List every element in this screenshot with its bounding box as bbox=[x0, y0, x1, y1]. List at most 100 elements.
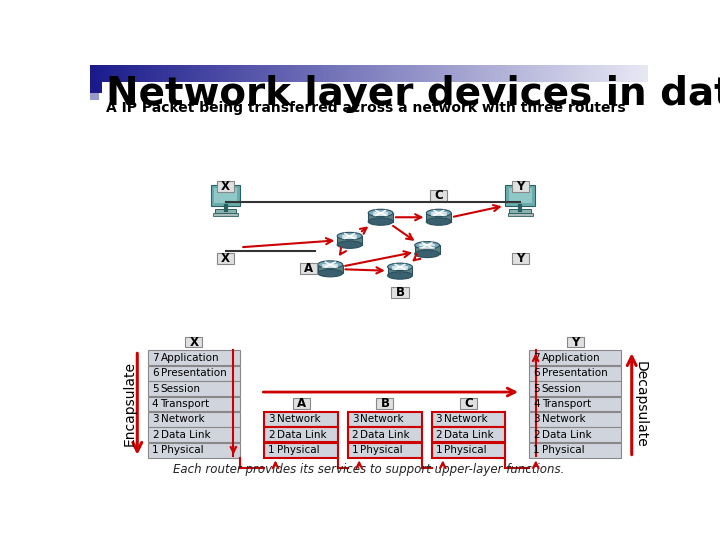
Bar bbox=[166, 65, 168, 82]
Bar bbox=[441, 65, 444, 82]
Bar bbox=[364, 65, 366, 82]
Bar bbox=[185, 65, 187, 82]
Bar bbox=[408, 65, 410, 82]
Bar bbox=[304, 65, 306, 82]
Bar bbox=[294, 65, 297, 82]
Bar bbox=[248, 65, 251, 82]
Bar bbox=[434, 65, 436, 82]
Bar bbox=[153, 65, 156, 82]
Text: Physical: Physical bbox=[444, 445, 487, 455]
Bar bbox=[183, 65, 185, 82]
Bar bbox=[186, 65, 189, 82]
Bar bbox=[498, 65, 500, 82]
Bar bbox=[258, 65, 260, 82]
Text: 1: 1 bbox=[533, 445, 540, 455]
Text: Physical: Physical bbox=[542, 445, 585, 455]
Bar bbox=[135, 65, 137, 82]
Bar bbox=[289, 65, 292, 82]
Text: Transport: Transport bbox=[542, 399, 591, 409]
Bar bbox=[646, 65, 649, 82]
Bar bbox=[144, 65, 146, 82]
Bar bbox=[369, 65, 372, 82]
Bar bbox=[574, 65, 576, 82]
Bar bbox=[148, 350, 240, 365]
Bar bbox=[587, 65, 589, 82]
Text: A: A bbox=[304, 262, 313, 275]
Bar bbox=[384, 65, 386, 82]
Bar bbox=[138, 65, 140, 82]
Bar bbox=[368, 213, 393, 221]
Bar bbox=[542, 65, 544, 82]
Bar bbox=[374, 65, 377, 82]
Bar bbox=[274, 65, 276, 82]
Ellipse shape bbox=[337, 232, 362, 240]
Bar bbox=[529, 397, 621, 411]
Bar bbox=[307, 65, 310, 82]
Bar bbox=[373, 65, 375, 82]
Bar bbox=[315, 65, 318, 82]
Bar bbox=[585, 65, 587, 82]
Bar bbox=[466, 65, 468, 82]
Bar bbox=[319, 65, 321, 82]
Bar bbox=[561, 65, 563, 82]
Text: 3: 3 bbox=[533, 414, 540, 424]
Bar bbox=[360, 65, 362, 82]
Bar bbox=[174, 65, 176, 82]
Bar bbox=[615, 65, 617, 82]
Bar bbox=[445, 65, 448, 82]
Text: 2: 2 bbox=[436, 430, 442, 440]
Bar bbox=[338, 65, 340, 82]
Bar bbox=[477, 65, 479, 82]
Bar bbox=[611, 65, 613, 82]
Bar bbox=[213, 213, 238, 215]
Text: 4: 4 bbox=[152, 399, 158, 409]
Bar bbox=[205, 65, 207, 82]
Text: Presentation: Presentation bbox=[542, 368, 608, 378]
Bar bbox=[211, 185, 240, 206]
Bar bbox=[230, 65, 232, 82]
Text: Network: Network bbox=[361, 414, 404, 424]
Text: Network: Network bbox=[161, 414, 204, 424]
Bar bbox=[533, 65, 535, 82]
Bar bbox=[276, 65, 278, 82]
Bar bbox=[356, 65, 359, 82]
Bar bbox=[127, 65, 130, 82]
Bar bbox=[529, 65, 531, 82]
Bar bbox=[348, 428, 422, 442]
Bar bbox=[418, 65, 420, 82]
Bar bbox=[462, 65, 464, 82]
Bar bbox=[164, 65, 166, 82]
Bar bbox=[361, 65, 364, 82]
Bar bbox=[427, 65, 429, 82]
Text: Application: Application bbox=[161, 353, 219, 363]
Bar bbox=[343, 65, 345, 82]
Bar bbox=[348, 65, 351, 82]
Bar bbox=[148, 412, 240, 427]
Text: 2: 2 bbox=[352, 430, 359, 440]
Bar bbox=[387, 65, 390, 82]
Bar bbox=[529, 443, 621, 457]
Bar bbox=[540, 65, 542, 82]
Bar bbox=[438, 65, 440, 82]
Bar bbox=[107, 65, 109, 82]
Bar bbox=[300, 264, 317, 274]
Bar bbox=[157, 65, 159, 82]
Bar bbox=[639, 65, 641, 82]
Bar bbox=[365, 65, 367, 82]
Bar bbox=[269, 65, 271, 82]
Bar bbox=[253, 65, 256, 82]
Bar bbox=[202, 65, 204, 82]
Bar bbox=[109, 65, 111, 82]
Bar bbox=[399, 65, 401, 82]
Ellipse shape bbox=[387, 263, 413, 271]
Bar bbox=[145, 65, 148, 82]
Bar bbox=[226, 65, 228, 82]
Bar bbox=[583, 65, 585, 82]
Bar bbox=[607, 65, 609, 82]
Bar bbox=[485, 65, 487, 82]
Bar bbox=[105, 65, 107, 82]
Bar bbox=[97, 65, 99, 82]
Bar bbox=[367, 65, 369, 82]
Bar bbox=[176, 65, 178, 82]
Bar bbox=[101, 65, 104, 82]
